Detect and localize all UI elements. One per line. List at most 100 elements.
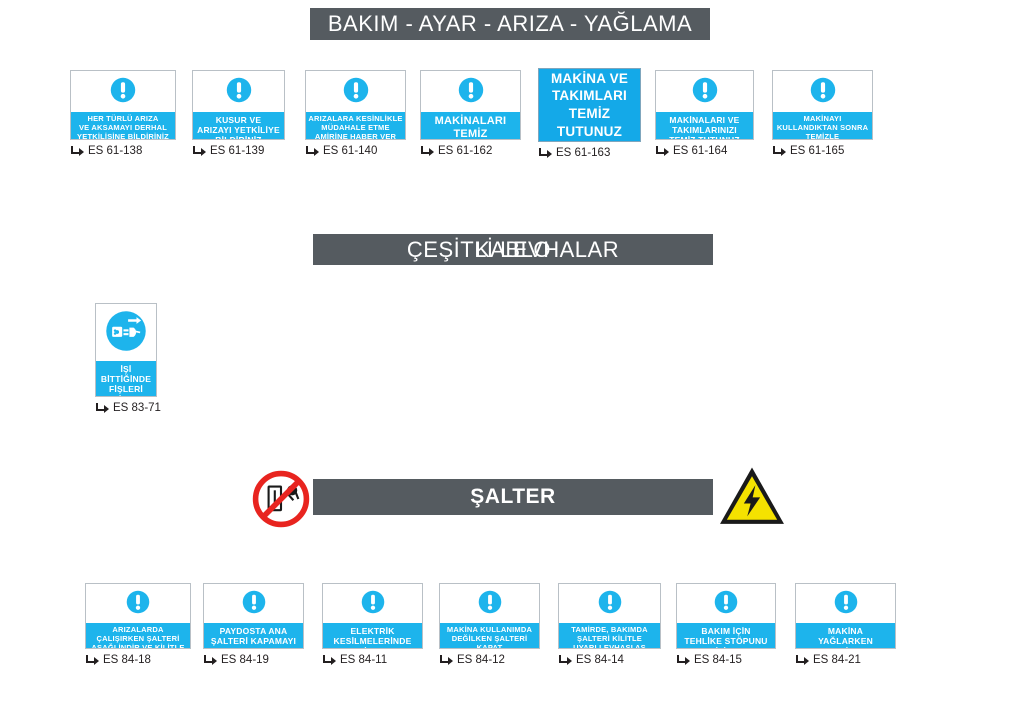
safety-sign[interactable]: TAMİRDE, BAKIMDA ŞALTERİ KİLİTLE UYARI LEV… [558, 583, 661, 666]
sign-text-line: TEMİZ TUTUNUZ [658, 135, 751, 139]
sign-plate[interactable]: MAKİNALARI VETAKIMLARINIZITEMİZ TUTUNUZ [655, 70, 754, 140]
safety-sign[interactable]: ARIZALARA KESİNLİKLE MÜDAHALE ETME AMİRİNE… [305, 70, 406, 157]
sign-text-line: TAKIMLARINIZI [672, 125, 737, 136]
sign-text-line: MAKİNALARI VE [669, 115, 740, 125]
sign-text-line: BAKIM İÇİN [701, 626, 751, 636]
caption-arrow-icon [538, 148, 552, 158]
caption-arrow-icon [655, 146, 669, 156]
sign-code: ES 83-71 [113, 402, 161, 414]
safety-sign[interactable]: ARIZALARDA ÇALIŞIRKEN ŞALTERİ AŞAĞI İNDİR … [85, 583, 191, 666]
sign-plate[interactable]: TAMİRDE, BAKIMDA ŞALTERİ KİLİTLE UYARI LEV… [558, 583, 661, 649]
sign-text-block: MAKİNAYAĞLARKENŞALTERİ KAPAT [796, 623, 895, 648]
exclamation-circle-icon [714, 590, 738, 619]
high-voltage-warning-icon [718, 464, 786, 528]
exclamation-circle-icon [242, 590, 266, 619]
sign-text-block: MAKİNALARI VETAKIMLARINIZITEMİZ TUTUNUZ [656, 112, 753, 139]
sign-text-line: AŞAĞI İNDİR VE KİLİTLE [91, 642, 185, 649]
caption-arrow-icon [772, 146, 786, 156]
sign-text-line: ELEKTRİK KESİLMELERİNDE [333, 626, 412, 647]
sign-icon-area [656, 71, 753, 112]
caption-arrow-icon [203, 655, 217, 665]
caption-arrow-icon [676, 655, 690, 665]
safety-sign[interactable]: MAKİNALARI VETAKIMLARINIZITEMİZ TUTUNUZ E… [655, 70, 754, 157]
caption-arrow-icon [558, 655, 572, 665]
safety-sign[interactable]: MAKİNA KULLANIMDA DEĞİLKEN ŞALTERİ KAPAT ES… [439, 583, 540, 666]
sign-text-line: MAKİNA [827, 626, 864, 636]
section-header-cesitli-overlap-title: KABLO [475, 236, 551, 262]
sign-plate[interactable]: MAKİNA VE TAKIMLARI TEMİZ TUTUNUZ [538, 68, 641, 142]
sign-text-line: UYARI LEVHASI AS [573, 642, 646, 649]
no-switch-operation-icon [250, 468, 312, 530]
safety-sign[interactable]: MAKİNA VE TAKIMLARI TEMİZ TUTUNUZ ES 61-163 [538, 68, 641, 159]
sign-code: ES 84-14 [576, 654, 624, 666]
sign-icon-area [677, 584, 775, 623]
sign-text-block: TAMİRDE, BAKIMDA ŞALTERİ KİLİTLE UYARI LEV… [559, 623, 660, 649]
exclamation-circle-icon [598, 590, 622, 619]
sign-text-line: KAPAT [476, 642, 503, 649]
sign-text-line: MÜDAHALE ETME [321, 122, 390, 132]
sign-caption: ES 84-15 [676, 654, 776, 666]
sign-text-line: DEĞİLKEN ŞALTERİ [451, 633, 528, 643]
safety-sign[interactable]: ELEKTRİK KESİLMELERİNDEŞALTERİ KAPATINIZ… [322, 583, 423, 666]
sign-code: ES 84-18 [103, 654, 151, 666]
exclamation-circle-icon [810, 77, 836, 108]
sign-code: ES 84-11 [340, 654, 388, 666]
sign-text-line: ŞALTERİ KAPATINIZ [325, 646, 420, 648]
sign-plate[interactable]: HER TÜRLÜ ARIZA VE AKSAMAYI DERHAL YETKİLİ… [70, 70, 176, 140]
sign-plate[interactable]: ELEKTRİK KESİLMELERİNDEŞALTERİ KAPATINIZ [322, 583, 423, 649]
sign-code: ES 61-140 [323, 145, 378, 157]
exclamation-circle-icon [126, 590, 150, 619]
exclamation-circle-icon [834, 590, 858, 619]
sign-text-line: FİŞLERİ PRİZDEN [107, 384, 146, 396]
sign-caption: ES 83-71 [95, 402, 161, 414]
sign-caption: ES 61-139 [192, 145, 285, 157]
sign-text-line: PAYDOSTA ANA [219, 626, 288, 636]
sign-text-block: HER TÜRLÜ ARIZA VE AKSAMAYI DERHAL YETKİLİ… [71, 112, 175, 139]
caption-arrow-icon [439, 655, 453, 665]
sign-code: ES 84-21 [813, 654, 861, 666]
sign-plate[interactable]: ARIZALARA KESİNLİKLE MÜDAHALE ETME AMİRİNE… [305, 70, 406, 140]
sign-plate[interactable]: MAKİNALARITEMİZTUTUNUZ [420, 70, 521, 140]
sign-icon-area [193, 71, 284, 112]
safety-sign[interactable]: MAKİNAYAĞLARKENŞALTERİ KAPAT ES 84-21 [795, 583, 896, 666]
exclamation-circle-icon [343, 77, 369, 108]
sign-code: ES 84-15 [694, 654, 742, 666]
sign-plate[interactable]: ARIZALARDA ÇALIŞIRKEN ŞALTERİ AŞAĞI İNDİR … [85, 583, 191, 649]
safety-sign[interactable]: MAKİNALARITEMİZTUTUNUZ ES 61-162 [420, 70, 521, 157]
sign-caption: ES 61-140 [305, 145, 406, 157]
sign-plate[interactable]: MAKİNA KULLANIMDA DEĞİLKEN ŞALTERİ KAPAT [439, 583, 540, 649]
sign-text-line: BİLDİRİNİZ [195, 135, 282, 139]
sign-text-line: ŞALTERİ KİLİTLE [577, 633, 642, 643]
safety-sign[interactable]: MAKİNAYI KULLANDIKTAN SONRA TEMİZLE ES 61-1… [772, 70, 873, 157]
sign-text-line: ARIZALARA KESİNLİKLE [308, 114, 403, 123]
sign-text-line: VE AKSAMAYI DERHAL [78, 122, 168, 132]
sign-code: ES 61-165 [790, 145, 845, 157]
sign-text-block: ARIZALARDA ÇALIŞIRKEN ŞALTERİ AŞAĞI İNDİR … [86, 623, 190, 649]
sign-caption: ES 61-162 [420, 145, 521, 157]
sign-text-line: TEMİZ TUTUNUZ [556, 106, 623, 139]
safety-sign[interactable]: HER TÜRLÜ ARIZA VE AKSAMAYI DERHAL YETKİLİ… [70, 70, 176, 157]
sign-plate[interactable]: MAKİNAYI KULLANDIKTAN SONRA TEMİZLE [772, 70, 873, 140]
caption-arrow-icon [192, 146, 206, 156]
sign-caption: ES 84-19 [203, 654, 304, 666]
sign-plate[interactable]: MAKİNAYAĞLARKENŞALTERİ KAPAT [795, 583, 896, 649]
section-header-cesitli: ÇEŞİTLİ LEVHALAR KABLO [313, 234, 713, 265]
sign-text-line: MAKİNAYI [803, 114, 842, 123]
sign-code: ES 84-12 [457, 654, 505, 666]
sign-icon-area [773, 71, 872, 112]
sign-caption: ES 84-18 [85, 654, 191, 666]
sign-icon-area [796, 584, 895, 623]
sign-text-block: MAKİNALARITEMİZTUTUNUZ [421, 112, 520, 139]
sign-caption: ES 61-138 [70, 145, 176, 157]
section-header-bakim: BAKIM - AYAR - ARIZA - YAĞLAMA [310, 8, 710, 40]
